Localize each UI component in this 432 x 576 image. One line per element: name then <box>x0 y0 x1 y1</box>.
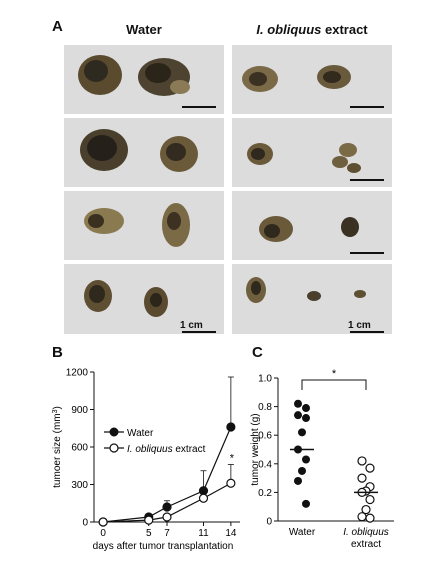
extract-data-point <box>98 517 108 527</box>
significance-marker: * <box>332 368 337 380</box>
scale-bar <box>350 106 384 108</box>
tumor-weight-chart: 0 0.2 0.4 0.6 0.8 1.0 tumor weight (g) Water I. … <box>250 368 394 550</box>
extract-column-title: I. obliquus extract <box>232 22 392 37</box>
y-tick-label: 600 <box>71 443 88 454</box>
tumor-specimens-water-1 <box>78 55 190 96</box>
panel-label-b: B <box>52 344 63 361</box>
extract-data-point <box>226 478 236 488</box>
tumor-specimens-water-3 <box>84 203 190 247</box>
tumor-specimens-extract-2 <box>247 143 361 173</box>
extract-weight-point <box>365 513 375 523</box>
water-weight-point <box>302 455 310 464</box>
scale-bar <box>350 252 384 254</box>
extract-data-point <box>198 493 209 503</box>
legend-marker-water <box>109 427 119 437</box>
scale-bar <box>182 331 216 333</box>
extract-data-point <box>162 512 172 522</box>
x-tick-label: 5 <box>146 528 152 539</box>
water-weight-point <box>298 428 306 437</box>
y-tick-label: 900 <box>71 405 88 416</box>
tumor-photo-water-4 <box>64 264 224 334</box>
tumor-photo-water-2 <box>64 118 224 187</box>
tumor-specimens-extract-1 <box>242 65 351 92</box>
y-tick-label: 1200 <box>66 368 89 379</box>
tumor-photo-water-3 <box>64 191 224 260</box>
category-label-extract-species: I. obliquus <box>343 527 389 538</box>
panel-label-c: C <box>252 344 263 361</box>
extract-title-word: extract <box>321 22 368 37</box>
scale-bar <box>350 331 384 333</box>
scale-bar <box>350 179 384 181</box>
water-weight-point <box>294 476 302 485</box>
tumor-photo-extract-4 <box>232 264 392 334</box>
water-data-point <box>226 422 236 432</box>
category-label-water: Water <box>289 527 316 538</box>
y-tick-label: 1.0 <box>258 374 272 385</box>
extract-data-point <box>144 515 154 525</box>
water-column-title: Water <box>126 22 162 37</box>
extract-weight-point <box>357 512 367 522</box>
legend-label-water: Water <box>127 428 154 439</box>
category-label-extract-word: extract <box>351 539 381 550</box>
extract-weight-point <box>365 494 375 505</box>
tumor-size-chart: 0 300 600 900 1200 0 5 7 11 14 days after tumor tr… <box>52 368 240 552</box>
scale-label-extract: 1 cm <box>348 320 371 331</box>
tumor-specimens-extract-3 <box>259 216 359 242</box>
extract-weight-point <box>361 504 371 515</box>
x-axis-label: days after tumor transplantation <box>93 541 234 552</box>
tumor-specimens-water-4 <box>84 280 168 317</box>
extract-weight-point <box>365 463 375 473</box>
legend-label-extract: I. obliquus extract <box>127 444 206 455</box>
y-tick-label: 0.6 <box>258 431 272 442</box>
y-tick-label: 0 <box>266 517 272 528</box>
extract-title-species: I. obliquus <box>256 22 322 37</box>
x-tick-label: 11 <box>198 528 209 539</box>
scale-label-water: 1 cm <box>180 320 203 331</box>
tumor-specimens-water-2 <box>80 129 198 172</box>
extract-weight-point <box>357 456 367 466</box>
x-tick-label: 14 <box>225 528 237 539</box>
tumor-photo-extract-3 <box>232 191 392 260</box>
y-tick-label: 0.4 <box>258 459 272 470</box>
water-weight-point <box>294 411 302 420</box>
tumor-photo-extract-2 <box>232 118 392 187</box>
y-tick-label: 0 <box>82 518 88 529</box>
water-data-point <box>162 502 172 512</box>
significance-marker: * <box>230 453 235 465</box>
tumor-photo-extract-1 <box>232 45 392 114</box>
water-weight-point <box>294 399 302 408</box>
water-weight-point <box>298 466 306 475</box>
x-tick-label: 7 <box>164 528 170 539</box>
extract-weight-point <box>357 473 367 483</box>
scale-bar <box>182 106 216 108</box>
y-tick-label: 0.2 <box>258 488 272 499</box>
water-weight-point <box>302 414 310 423</box>
tumor-photo-water-1 <box>64 45 224 114</box>
tumor-specimens-extract-4 <box>246 277 366 303</box>
y-tick-label: 300 <box>71 480 88 491</box>
panel-label-a: A <box>52 18 63 35</box>
water-weight-point <box>302 404 310 413</box>
y-tick-label: 0.8 <box>258 402 272 413</box>
water-weight-point <box>302 499 310 508</box>
significance-bracket <box>301 379 367 390</box>
y-axis-label: tumoer size (mm3) <box>52 406 64 488</box>
legend-marker-extract <box>109 443 119 453</box>
y-axis-label: tumor weight (g) <box>250 413 261 485</box>
x-tick-label: 0 <box>100 528 106 539</box>
